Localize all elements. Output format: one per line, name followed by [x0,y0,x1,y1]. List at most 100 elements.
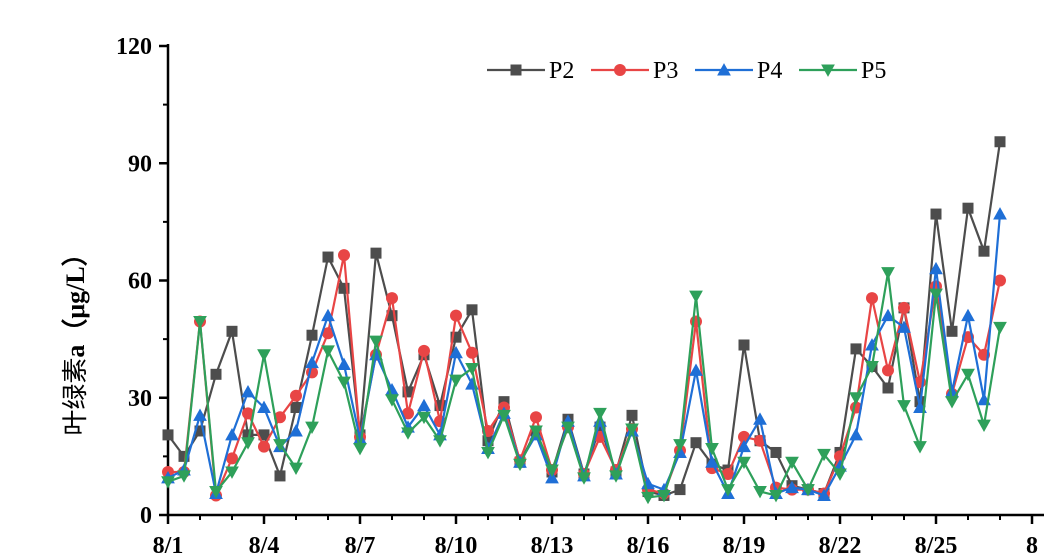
data-point-P2 [850,343,862,355]
data-point-P4 [385,383,399,396]
data-point-P2 [194,425,206,437]
data-point-P2 [226,325,238,337]
data-point-P3 [402,407,414,420]
data-point-P5 [753,486,767,499]
data-point-P4 [849,428,863,441]
data-point-P5 [833,468,847,481]
data-point-P5 [225,466,239,479]
data-point-P5 [161,476,175,489]
legend-marker-P5 [821,64,835,77]
x-tick-label: 8/1 [153,533,184,556]
data-point-P2 [242,429,254,441]
data-point-P2 [930,208,942,220]
data-point-P5 [513,458,527,472]
data-point-P2 [690,437,702,449]
data-point-P4 [257,400,271,414]
data-point-P5 [673,439,687,452]
data-point-P4 [705,455,719,468]
data-point-P5 [881,267,895,280]
data-point-P4 [689,363,703,376]
legend-marker-P4 [717,63,731,76]
data-point-P4 [305,355,319,369]
data-point-P4 [289,424,303,437]
data-point-P2 [338,282,350,294]
data-point-P5 [257,349,271,362]
data-point-P5 [353,443,367,456]
data-point-P3 [530,411,542,424]
data-point-P2 [450,331,462,343]
data-point-P5 [865,360,879,374]
data-point-P2 [210,368,222,380]
data-point-P3 [898,301,910,314]
data-point-P5 [577,472,591,485]
data-point-P2 [258,429,270,441]
x-tick-label: 8/7 [345,533,376,556]
data-point-P2 [178,450,190,462]
data-point-P3 [722,467,734,480]
data-point-P5 [593,407,607,421]
data-point-P4 [449,345,463,359]
data-point-P4 [241,385,255,398]
data-point-P3 [466,346,478,359]
data-point-P5 [817,448,831,462]
data-point-P5 [241,437,255,450]
data-point-P4 [737,439,751,453]
x-tick-label: 8/25 [915,533,958,556]
data-point-P5 [961,368,975,382]
data-point-P5 [337,376,351,389]
data-point-P2 [290,402,302,414]
data-point-P5 [737,456,751,470]
data-point-P4 [337,357,351,371]
data-point-P3 [450,309,462,322]
data-point-P5 [705,443,719,456]
legend-marker-P3 [614,64,626,76]
data-point-P4 [193,408,207,421]
data-point-P3 [386,292,398,305]
y-axis-title-prefix: 叶绿素 [61,358,91,436]
y-axis-title: 叶绿素a（μg/L） [61,240,91,435]
series-P2 [162,136,1006,501]
data-point-P2 [946,325,958,337]
data-point-P2 [162,429,174,441]
data-point-P4 [417,398,431,412]
data-point-P3 [866,292,878,305]
data-point-P5 [209,486,223,499]
data-point-P3 [994,274,1006,287]
axes: 0 30 60 90 120 8/1 8/4 8/7 8/10 8/13 8/16 8/19 8/22 8… [116,34,1044,556]
data-point-P5 [897,400,911,413]
data-point-P2 [594,421,606,433]
data-point-P5 [913,441,927,454]
series-line-P2 [167,141,1002,497]
data-point-P2 [978,245,990,257]
data-point-P2 [386,310,398,322]
data-point-P4 [929,261,943,275]
data-point-P5 [433,435,447,448]
data-point-P5 [401,427,415,440]
x-tick-label: 8/4 [249,533,280,556]
data-point-P2 [674,484,686,496]
data-point-P4 [785,480,799,494]
data-point-P4 [321,308,335,322]
legend-marker-P2 [510,64,522,76]
legend-label-P5: P5 [861,58,886,84]
data-point-P5 [321,345,335,358]
data-point-P5 [305,421,319,434]
data-point-P4 [353,431,367,445]
data-point-P3 [290,389,302,402]
data-point-P4 [545,470,559,484]
data-point-P4 [993,207,1007,220]
y-tick-label: 0 [140,503,152,529]
data-point-P5 [945,396,959,409]
data-point-P2 [882,382,894,394]
data-point-P5 [193,316,207,329]
x-tick-label: 8/10 [435,533,478,556]
data-point-P4 [961,308,975,322]
series-line-P3 [168,253,1002,497]
data-point-P5 [625,423,639,436]
y-tick-label: 60 [128,269,152,295]
data-point-P5 [785,456,799,470]
data-point-P5 [481,446,495,460]
data-point-P5 [929,288,943,302]
x-tick-label: 8/16 [627,533,670,556]
